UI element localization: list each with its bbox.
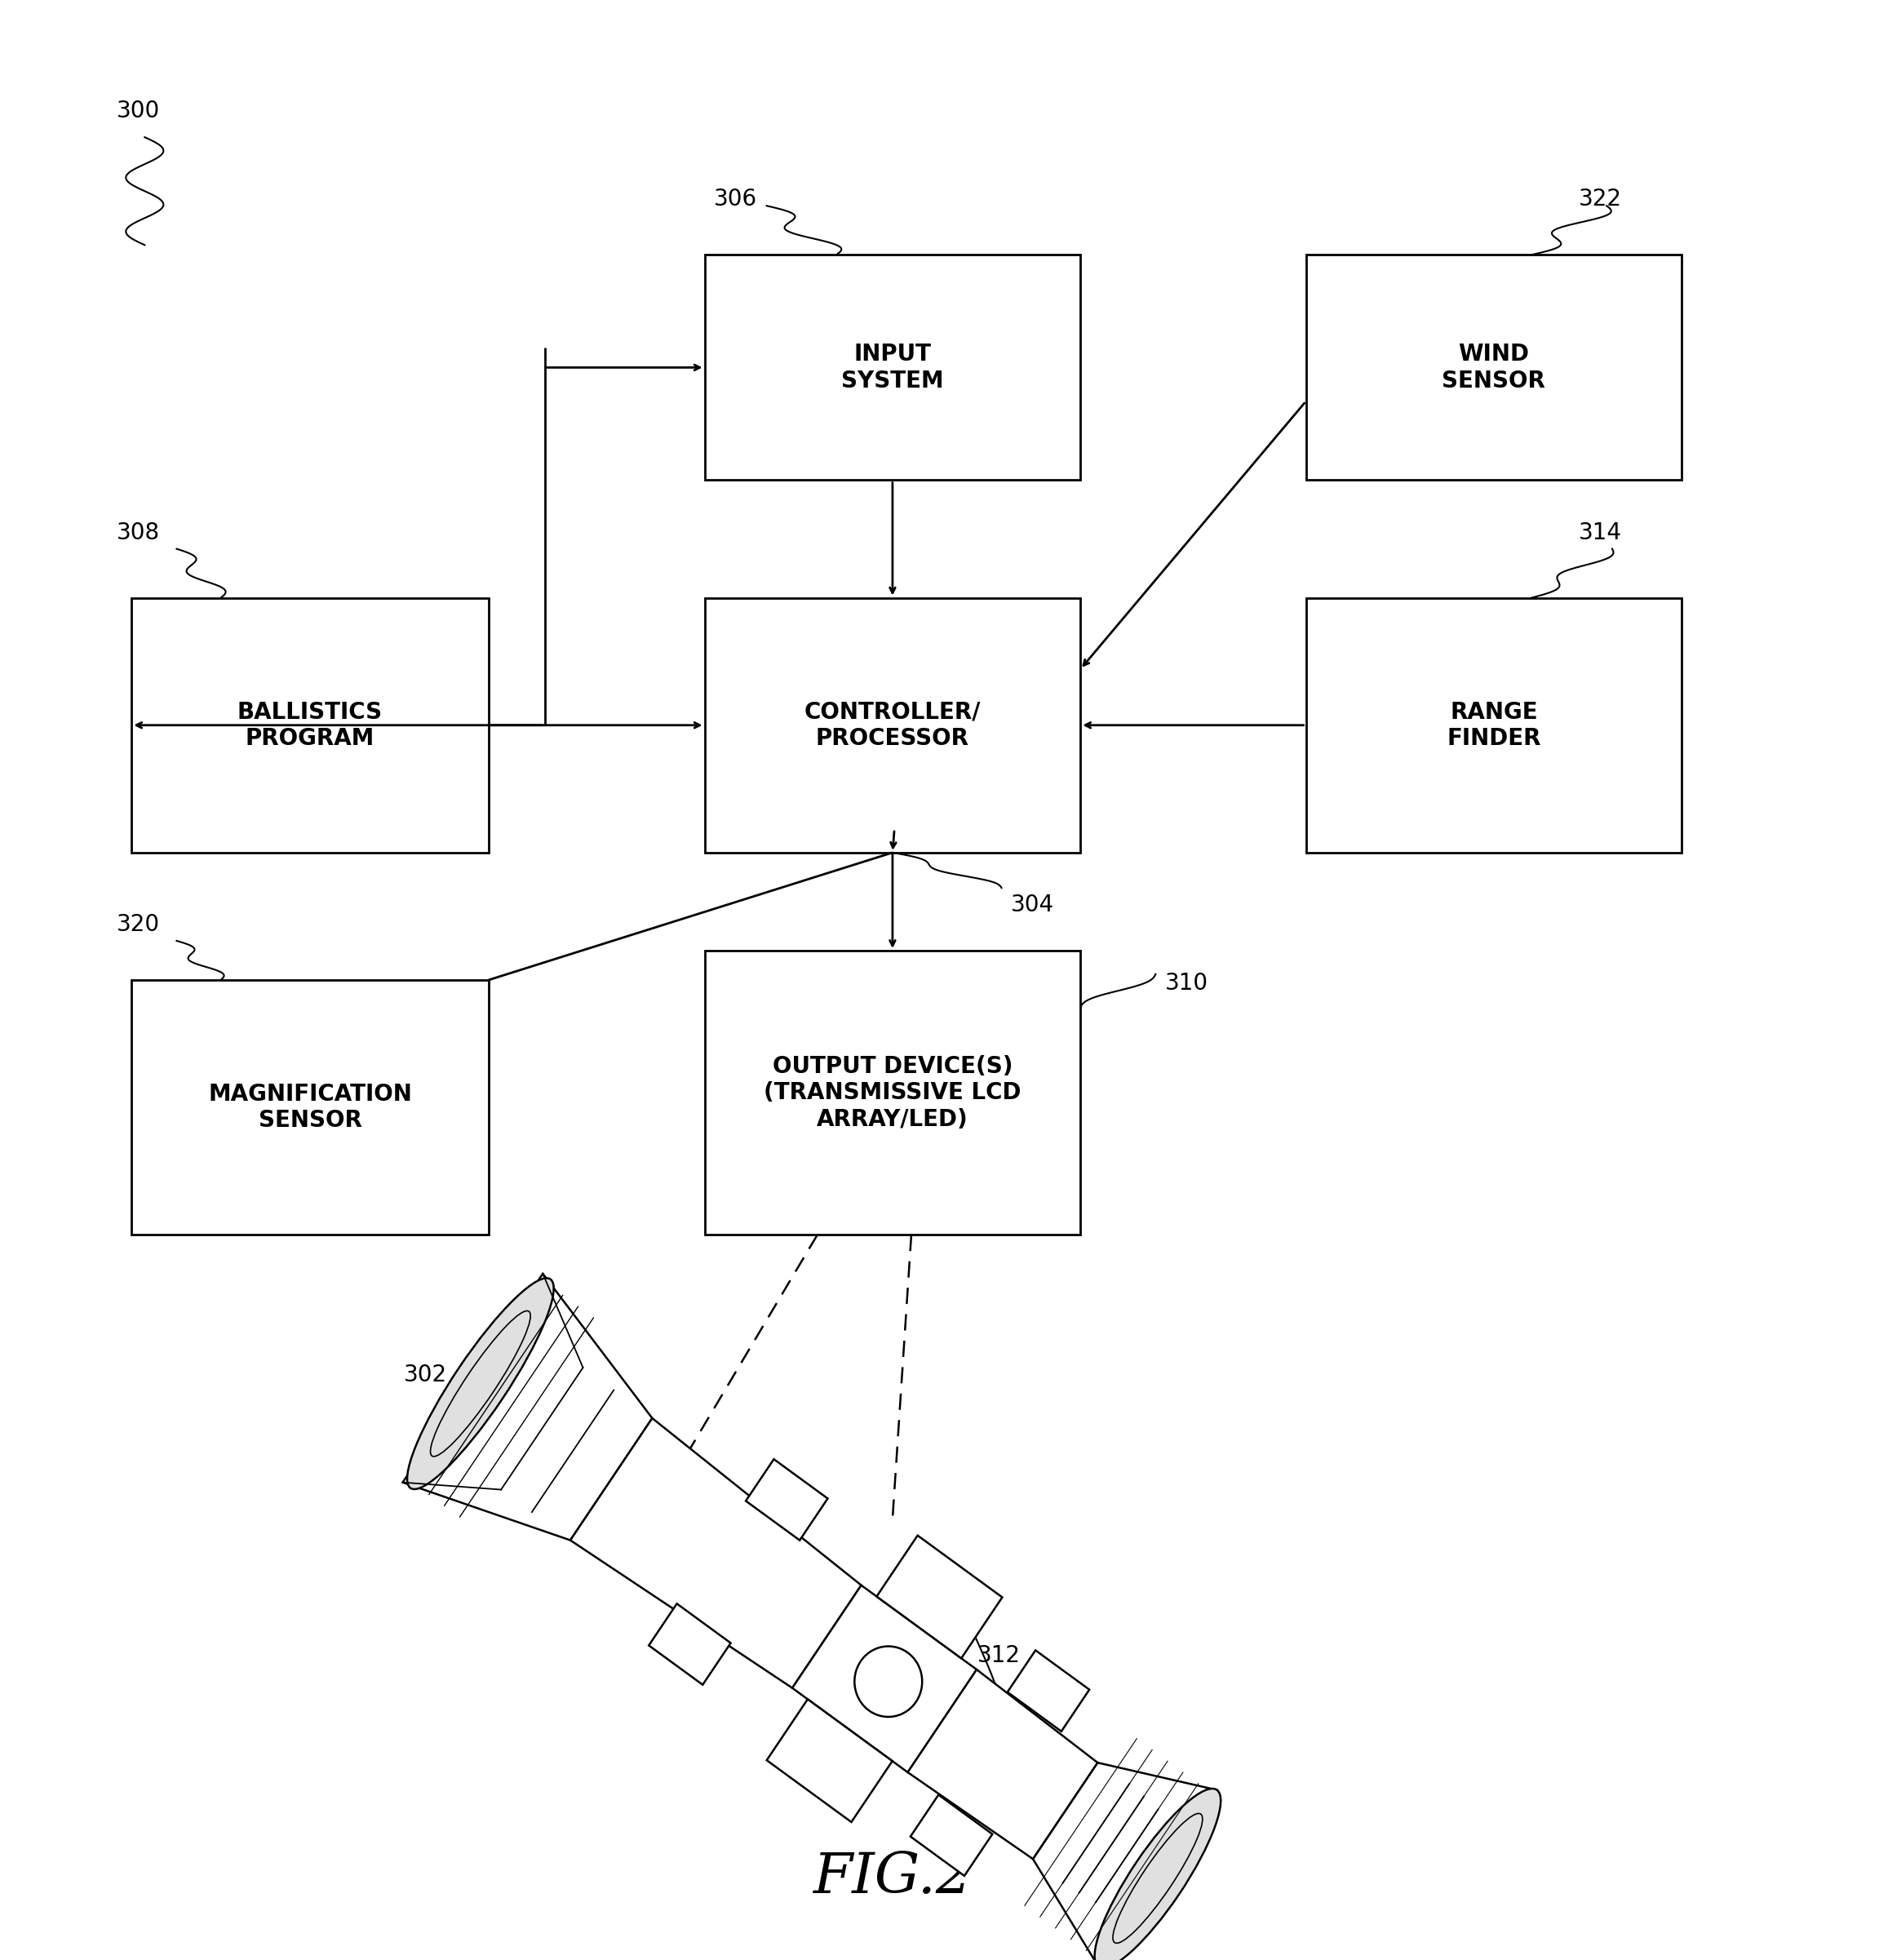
Text: 322: 322 [1578, 188, 1622, 210]
Bar [705, 255, 1080, 480]
Polygon shape [877, 1535, 1002, 1658]
Text: 300: 300 [116, 100, 160, 122]
Ellipse shape [408, 1278, 554, 1490]
Text: MAGNIFICATION
SENSOR: MAGNIFICATION SENSOR [209, 1082, 412, 1133]
Bar [1306, 255, 1682, 480]
Polygon shape [1007, 1650, 1090, 1731]
Polygon shape [911, 1795, 992, 1876]
Polygon shape [571, 1419, 861, 1688]
Text: 320: 320 [116, 913, 160, 935]
Text: 314: 314 [1578, 521, 1622, 543]
Polygon shape [767, 1699, 893, 1823]
Bar [705, 598, 1080, 853]
Polygon shape [648, 1603, 731, 1686]
Text: 302: 302 [404, 1364, 447, 1386]
Text: FIG.2: FIG.2 [814, 1850, 971, 1905]
Polygon shape [746, 1458, 829, 1541]
Text: OUTPUT DEVICE(S)
(TRANSMISSIVE LCD
ARRAY/LED): OUTPUT DEVICE(S) (TRANSMISSIVE LCD ARRAY… [765, 1054, 1020, 1131]
Text: BALLISTICS
PROGRAM: BALLISTICS PROGRAM [237, 700, 383, 751]
Text: 304: 304 [1011, 894, 1054, 915]
Polygon shape [402, 1274, 652, 1541]
Text: 312: 312 [977, 1644, 1020, 1666]
Text: 310: 310 [1165, 972, 1208, 994]
Polygon shape [908, 1670, 1097, 1858]
Polygon shape [1033, 1762, 1218, 1960]
Bar [132, 598, 489, 853]
Bar [1306, 598, 1682, 853]
Text: 308: 308 [116, 521, 160, 543]
Polygon shape [793, 1586, 977, 1772]
Ellipse shape [1095, 1789, 1221, 1960]
Text: RANGE
FINDER: RANGE FINDER [1447, 700, 1541, 751]
Text: INPUT
SYSTEM: INPUT SYSTEM [842, 343, 943, 392]
Bar [705, 951, 1080, 1235]
Bar [132, 980, 489, 1235]
Text: CONTROLLER/
PROCESSOR: CONTROLLER/ PROCESSOR [804, 700, 981, 751]
Circle shape [855, 1646, 923, 1717]
Text: WIND
SENSOR: WIND SENSOR [1441, 343, 1546, 392]
Text: 306: 306 [714, 188, 757, 210]
